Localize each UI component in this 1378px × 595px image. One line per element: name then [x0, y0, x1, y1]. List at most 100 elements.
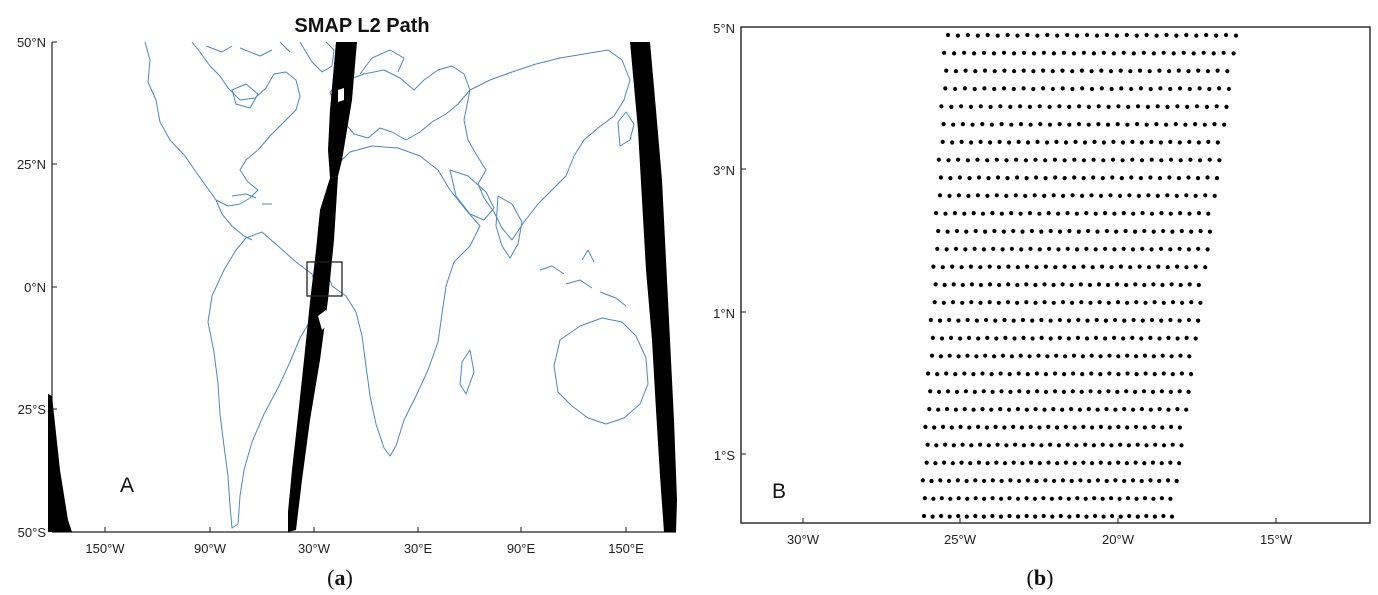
swath-point: [1089, 371, 1094, 376]
swath-point: [983, 229, 988, 234]
swath-point: [1151, 496, 1156, 501]
swath-point: [1009, 211, 1014, 216]
swath-point: [1050, 514, 1055, 519]
swath-point: [963, 389, 969, 394]
panel-b-x-ticks: 30°W 25°W 20°W 15°W: [787, 518, 1293, 547]
swath-point: [1070, 389, 1075, 394]
swath-point: [1134, 33, 1139, 38]
y-tick-label: 25°N: [17, 157, 46, 172]
swath-point: [1177, 425, 1182, 430]
swath-point: [1035, 389, 1040, 394]
swath-point: [1129, 175, 1134, 180]
swath-point: [978, 300, 983, 305]
swath-point: [1137, 68, 1143, 73]
swath-point: [1130, 139, 1135, 144]
swath-point: [999, 478, 1004, 484]
swath-point: [959, 460, 964, 465]
swath-point: [938, 478, 943, 483]
swath-point: [1051, 282, 1056, 288]
swath-point: [995, 442, 1000, 447]
swath-point: [1148, 335, 1153, 340]
swath-point: [944, 371, 949, 376]
swath-point: [1085, 318, 1090, 323]
swath-point: [1086, 122, 1091, 127]
swath-point: [962, 211, 967, 216]
swath-point: [1125, 122, 1130, 127]
swath-point: [935, 246, 940, 251]
swath-point: [1084, 336, 1090, 341]
swath-point: [945, 229, 950, 234]
swath-point: [989, 122, 995, 127]
swath-point: [1057, 317, 1062, 323]
swath-point: [1108, 193, 1113, 198]
swath-point: [1116, 104, 1121, 109]
x-tick-label: 20°W: [1102, 532, 1135, 547]
swath-point: [1030, 318, 1035, 323]
swath-point: [1201, 50, 1206, 55]
swath-point: [1007, 496, 1012, 501]
swath-point: [1101, 514, 1106, 519]
swath-point: [968, 264, 974, 269]
swath-point: [950, 264, 955, 269]
swath-point: [1041, 496, 1046, 501]
swath-point: [1098, 372, 1103, 377]
swath-point: [1202, 122, 1207, 127]
swath-point: [1033, 300, 1038, 305]
swath-point: [1121, 246, 1126, 251]
swath-point: [959, 265, 964, 270]
swath-point: [1174, 193, 1179, 198]
swath-point: [1011, 228, 1016, 234]
swath-point: [984, 425, 990, 430]
swath-point: [990, 478, 995, 483]
swath-point: [1217, 86, 1222, 91]
swath-point: [1165, 265, 1170, 270]
x-tick-label: 15°W: [1260, 532, 1293, 547]
swath-point: [936, 228, 941, 234]
swath-point: [1051, 407, 1056, 412]
swath-point: [1110, 157, 1116, 162]
swath-point: [1057, 229, 1063, 234]
swath-point: [1079, 68, 1084, 73]
swath-point: [1146, 265, 1152, 270]
swath-point: [1107, 371, 1112, 376]
swath-point: [1207, 229, 1212, 234]
y-tick-label: 0°N: [24, 280, 46, 295]
swath-point: [1142, 282, 1147, 288]
swath-point: [972, 246, 977, 251]
swath-point: [1054, 139, 1059, 144]
swath-point: [965, 353, 970, 358]
swath-point: [922, 496, 928, 501]
swath-point: [1144, 513, 1149, 519]
swath-point: [1020, 229, 1025, 234]
swath-point: [1023, 158, 1028, 163]
swath-point: [1037, 211, 1042, 216]
swath-point: [1131, 211, 1136, 216]
swath-point: [1183, 122, 1188, 127]
swath-point: [1214, 176, 1220, 181]
swath-point: [999, 496, 1004, 501]
swath-point: [1181, 50, 1186, 55]
swath-point: [1083, 442, 1088, 447]
swath-left: [48, 394, 72, 532]
swath-point: [1127, 193, 1132, 198]
swath-point: [1021, 50, 1027, 55]
swath-point: [955, 33, 961, 38]
swath-point: [1008, 104, 1013, 109]
swath-point: [1138, 176, 1143, 181]
swath-point: [1155, 193, 1160, 198]
swath-point: [972, 389, 977, 394]
swath-point: [978, 265, 983, 270]
swath-point: [1072, 175, 1077, 180]
swath-point: [975, 33, 980, 38]
swath-point: [1058, 496, 1063, 501]
swath-point: [1224, 104, 1229, 109]
swath-point: [1009, 122, 1014, 127]
swath-point: [1106, 104, 1111, 109]
swath-point: [1052, 478, 1057, 484]
swath-point: [925, 442, 930, 447]
swath-point: [941, 300, 946, 305]
swath-point: [980, 211, 986, 216]
swath-point: [1170, 300, 1176, 305]
swath-point: [1144, 443, 1149, 448]
